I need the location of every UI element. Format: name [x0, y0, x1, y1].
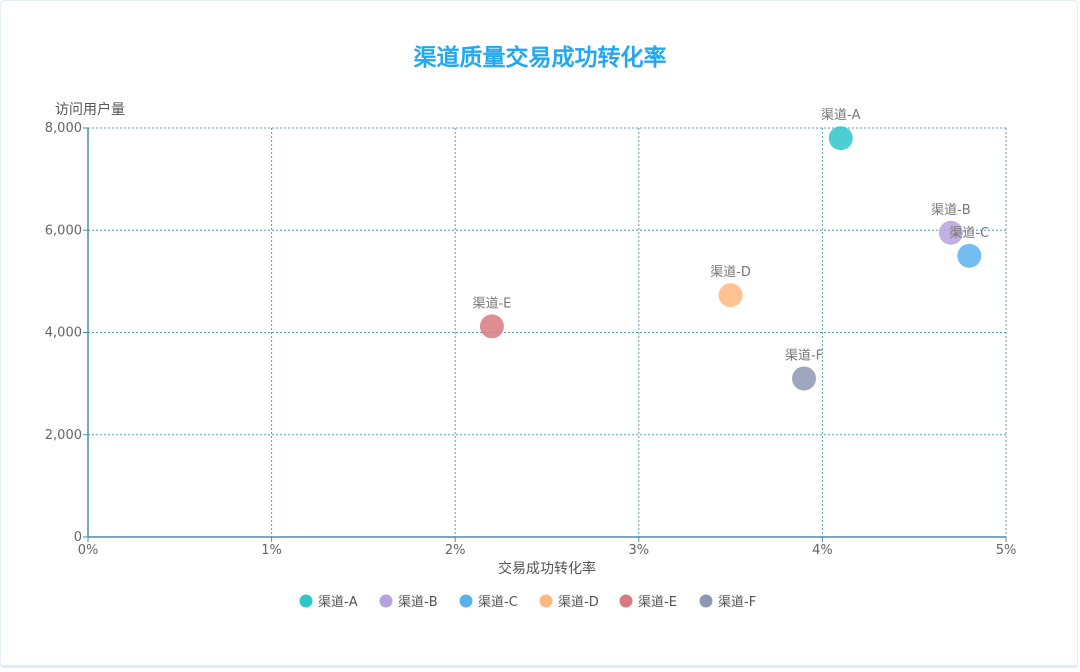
legend-item: 渠道-F — [699, 594, 756, 610]
legend-label: 渠道-B — [398, 595, 438, 610]
x-tick-label: 3% — [628, 543, 649, 558]
legend-item: 渠道-D — [539, 594, 599, 610]
legend-marker — [299, 594, 313, 608]
data-point — [479, 314, 504, 339]
x-axis-label: 交易成功转化率 — [498, 560, 596, 577]
data-point-label: 渠道-B — [931, 203, 971, 218]
y-tick-label: 2,000 — [45, 428, 82, 443]
x-tick-label: 2% — [445, 543, 466, 558]
legend-item: 渠道-C — [459, 594, 518, 610]
data-point — [938, 220, 963, 245]
legend-label: 渠道-C — [478, 595, 518, 610]
x-tick-label: 5% — [996, 543, 1017, 558]
y-tick-label: 0 — [74, 530, 82, 545]
legend-marker — [459, 594, 473, 608]
legend-marker — [379, 594, 393, 608]
y-tick-label: 8,000 — [45, 121, 82, 136]
legend-marker — [699, 594, 713, 608]
legend: 渠道-A 渠道-B 渠道-C 渠道-D 渠道-E 渠道-F — [299, 594, 756, 610]
legend-marker — [539, 594, 553, 608]
data-point — [957, 243, 982, 268]
data-point — [792, 366, 817, 391]
data-point-label: 渠道-F — [785, 349, 823, 364]
data-point-label: 渠道-E — [472, 296, 511, 311]
data-point-label: 渠道-C — [949, 226, 989, 241]
axes: 0 2,000 4,000 6,000 8,000 0% 1% 2% 3% 4% 5% — [45, 121, 1017, 558]
legend-label: 渠道-A — [318, 595, 358, 610]
y-tick-label: 6,000 — [45, 223, 82, 238]
x-tick-label: 1% — [261, 543, 282, 558]
y-tick-label: 4,000 — [45, 326, 82, 341]
legend-item: 渠道-B — [379, 594, 438, 610]
x-tick-label: 4% — [812, 543, 833, 558]
y-axis-label: 访问用户量 — [55, 101, 125, 118]
legend-label: 渠道-E — [638, 595, 677, 610]
legend-item: 渠道-E — [619, 594, 677, 610]
x-tick-label: 0% — [78, 543, 99, 558]
legend-label: 渠道-D — [558, 595, 599, 610]
legend-label: 渠道-F — [718, 595, 756, 610]
data-point-label: 渠道-A — [821, 108, 861, 123]
grid — [88, 127, 1007, 537]
data-points: 渠道-A 渠道-B 渠道-C 渠道-D 渠道-E 渠道-F — [472, 108, 989, 391]
data-point — [828, 126, 853, 151]
chart-title: 渠道质量交易成功转化率 — [413, 45, 667, 71]
data-point-label: 渠道-D — [710, 265, 751, 280]
data-point — [718, 283, 743, 308]
legend-item: 渠道-A — [299, 594, 358, 610]
legend-marker — [619, 594, 633, 608]
